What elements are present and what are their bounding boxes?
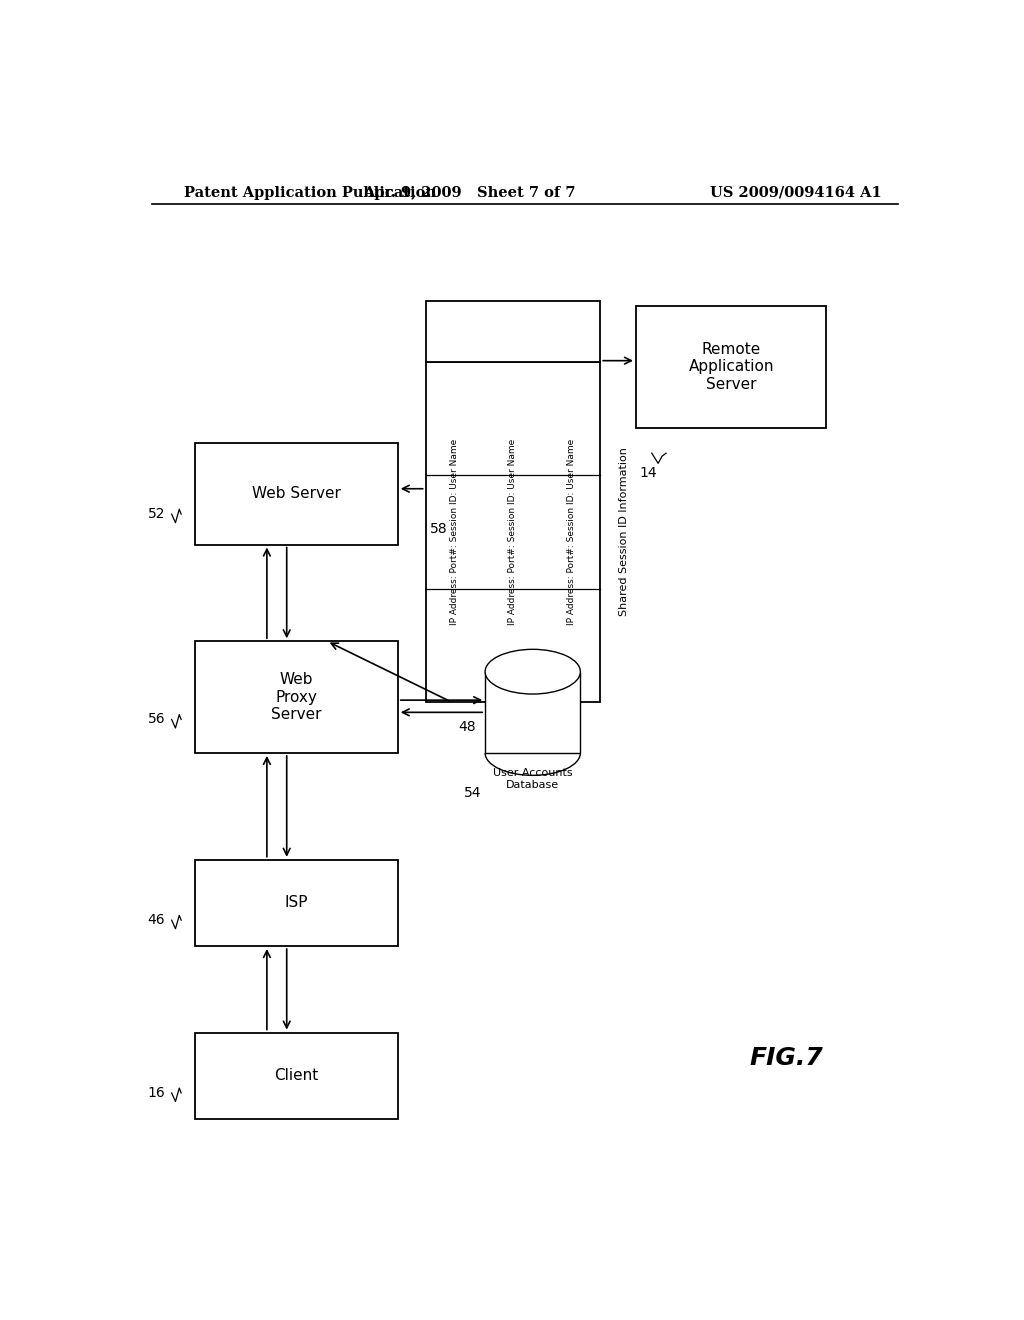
Bar [196, 1032, 398, 1119]
Text: Web Server: Web Server [252, 486, 341, 502]
Text: FIG.7: FIG.7 [750, 1045, 823, 1071]
Bar [196, 859, 398, 946]
Text: Remote
Application
Server: Remote Application Server [688, 342, 774, 392]
Ellipse shape [485, 649, 581, 694]
Text: IP Address: Port#: Session ID: User Name: IP Address: Port#: Session ID: User Name [508, 438, 517, 626]
Bar [426, 301, 600, 362]
Text: 48: 48 [458, 721, 476, 734]
Text: 52: 52 [147, 507, 165, 521]
Bar [485, 672, 581, 752]
Text: User Accounts
Database: User Accounts Database [493, 768, 572, 789]
Bar [426, 362, 600, 702]
Text: Apr. 9, 2009   Sheet 7 of 7: Apr. 9, 2009 Sheet 7 of 7 [362, 186, 575, 199]
Text: 16: 16 [147, 1086, 165, 1100]
Text: Client: Client [274, 1068, 318, 1084]
Bar [196, 444, 398, 545]
Text: IP Address: Port#: Session ID: User Name: IP Address: Port#: Session ID: User Name [451, 438, 459, 626]
Text: 46: 46 [147, 913, 165, 927]
Bar [636, 306, 826, 428]
Bar [196, 642, 398, 752]
Text: US 2009/0094164 A1: US 2009/0094164 A1 [711, 186, 882, 199]
Text: Shared Session ID Information: Shared Session ID Information [618, 447, 629, 616]
Text: 56: 56 [147, 713, 165, 726]
Text: IP Address: Port#: Session ID: User Name: IP Address: Port#: Session ID: User Name [566, 438, 575, 626]
Text: 58: 58 [430, 523, 447, 536]
Text: ISP: ISP [285, 895, 308, 911]
Text: Patent Application Publication: Patent Application Publication [183, 186, 435, 199]
Text: 54: 54 [464, 785, 481, 800]
Text: Web
Proxy
Server: Web Proxy Server [271, 672, 322, 722]
Text: 14: 14 [640, 466, 657, 480]
